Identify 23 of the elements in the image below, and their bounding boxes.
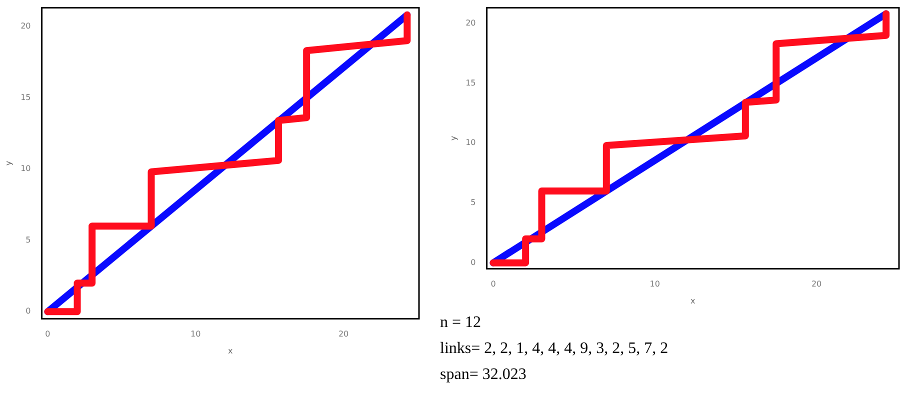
y-tick-label: 10: [466, 138, 476, 148]
y-tick-label: 10: [20, 164, 31, 174]
text: n = 12: [440, 313, 482, 333]
x-tick-label: 10: [650, 280, 660, 289]
x-tick-label: 20: [811, 280, 822, 289]
x-tick-label: 20: [338, 330, 349, 339]
y-axis-title: y: [4, 160, 13, 166]
text: span= 32.023: [440, 365, 528, 385]
y-tick-label: 0: [470, 258, 476, 267]
y-tick-label: 5: [26, 235, 31, 244]
x-tick-label: 0: [45, 330, 50, 339]
text: links= 2, 2, 1, 4, 4, 4, 9, 3, 2, 5, 7, 2: [440, 339, 670, 359]
y-tick-label: 0: [26, 306, 31, 316]
y-tick-label: 15: [20, 92, 31, 102]
y-tick-label: 15: [466, 78, 476, 88]
x-axis-title: x: [228, 346, 234, 356]
x-axis-title: x: [690, 296, 696, 306]
x-tick-label: 0: [490, 280, 496, 289]
y-axis-title: y: [448, 136, 458, 141]
y-tick-label: 5: [470, 198, 476, 208]
x-tick-label: 10: [190, 330, 201, 339]
y-tick-label: 20: [20, 21, 31, 30]
y-tick-label: 20: [466, 18, 476, 28]
